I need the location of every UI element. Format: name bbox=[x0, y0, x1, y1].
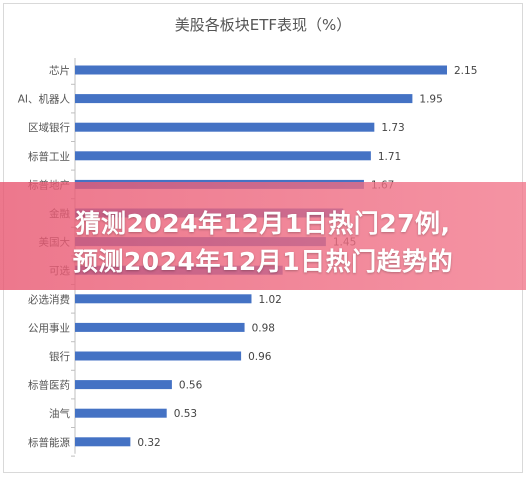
bar bbox=[75, 380, 172, 390]
overlay-banner bbox=[0, 182, 526, 290]
data-label: 1.71 bbox=[378, 151, 401, 163]
data-label: 0.56 bbox=[179, 380, 203, 392]
category-label: 公用事业 bbox=[28, 321, 70, 334]
data-label: 1.02 bbox=[258, 294, 281, 306]
category-label: 必选消费 bbox=[28, 293, 70, 306]
bar bbox=[75, 122, 375, 132]
data-label: 1.95 bbox=[419, 94, 442, 106]
data-label: 0.98 bbox=[252, 322, 275, 334]
category-label: 银行 bbox=[49, 350, 70, 363]
category-label: 标普医药 bbox=[28, 379, 70, 392]
bar bbox=[75, 65, 447, 75]
chart-title: 美股各板块ETF表现（%） bbox=[174, 16, 352, 34]
overlay-headline-2: 预测2024年12月1日热门趋势的 bbox=[72, 247, 454, 276]
bar bbox=[75, 151, 371, 161]
data-label: 0.53 bbox=[174, 408, 197, 420]
bar bbox=[75, 294, 252, 304]
category-label: 标普能源 bbox=[28, 436, 70, 449]
category-label: 标普工业 bbox=[28, 150, 70, 163]
overlay-headline-1: 猜测2024年12月1日热门27例, bbox=[75, 209, 451, 238]
data-label: 0.96 bbox=[248, 351, 272, 363]
category-label: 油气 bbox=[49, 407, 70, 420]
data-label: 2.15 bbox=[454, 65, 477, 77]
category-label: 芯片 bbox=[49, 64, 70, 77]
bar bbox=[75, 322, 245, 332]
bar bbox=[75, 437, 131, 447]
data-label: 0.32 bbox=[137, 437, 160, 449]
category-label: AI、机器人 bbox=[18, 93, 71, 106]
bar bbox=[75, 94, 413, 104]
category-label: 区域银行 bbox=[28, 121, 70, 134]
bar bbox=[75, 408, 167, 418]
data-label: 1.73 bbox=[381, 122, 404, 134]
bar bbox=[75, 351, 242, 361]
